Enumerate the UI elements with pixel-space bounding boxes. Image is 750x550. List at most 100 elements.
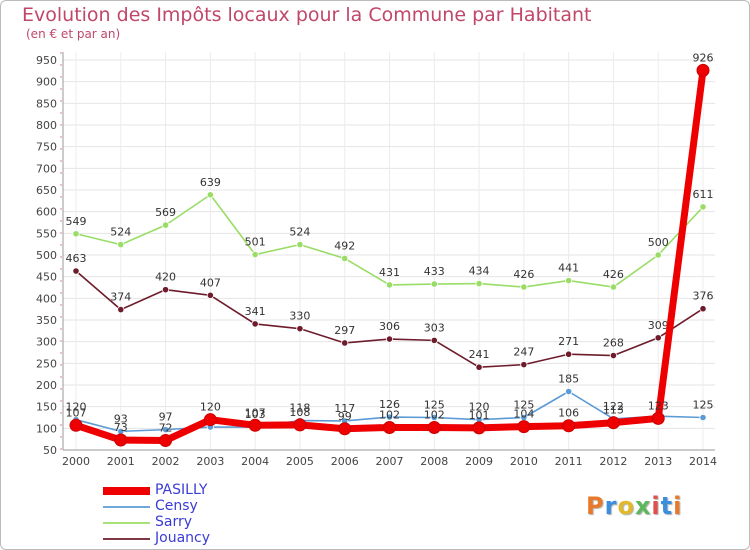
data-point-censy <box>565 387 573 396</box>
data-label-jouancy: 407 <box>200 276 221 289</box>
data-label-sarry: 431 <box>379 266 400 279</box>
x-tick-label: 2002 <box>152 455 180 468</box>
data-label-jouancy: 376 <box>693 290 714 303</box>
data-point-jouancy <box>699 305 707 313</box>
y-tick-label: 700 <box>36 162 57 175</box>
data-point-sarry <box>296 241 304 249</box>
data-label-sarry: 501 <box>245 236 266 249</box>
data-label-pasilly: 102 <box>424 408 445 421</box>
data-point-jouancy <box>565 350 573 358</box>
data-label-sarry: 569 <box>155 206 176 219</box>
y-tick-label: 200 <box>36 379 57 392</box>
data-label-pasilly: 72 <box>159 421 173 434</box>
data-point-pasilly <box>159 433 173 447</box>
x-tick-label: 2008 <box>420 455 448 468</box>
y-tick-label: 600 <box>36 206 57 219</box>
data-point-sarry <box>430 280 438 288</box>
logo-letter: r <box>604 492 618 520</box>
data-point-jouancy <box>520 361 528 369</box>
data-point-jouancy <box>385 335 394 343</box>
x-tick-label: 2014 <box>689 455 717 468</box>
legend-label-censy: Censy <box>155 498 198 514</box>
y-tick-label: 350 <box>36 314 57 327</box>
data-label-jouancy: 420 <box>155 271 176 284</box>
data-label-sarry: 500 <box>648 236 669 249</box>
data-point-jouancy <box>72 267 80 275</box>
data-label-pasilly: 926 <box>693 51 714 64</box>
data-label-jouancy: 247 <box>513 346 534 359</box>
data-point-pasilly <box>69 418 83 432</box>
data-point-censy <box>430 413 438 422</box>
x-tick-label: 2012 <box>599 455 627 468</box>
data-point-pasilly <box>606 416 620 430</box>
data-point-jouancy <box>475 363 483 371</box>
data-label-censy: 185 <box>558 373 579 386</box>
data-point-pasilly <box>114 433 128 447</box>
data-label-pasilly: 113 <box>603 404 624 417</box>
data-point-sarry <box>475 279 483 288</box>
data-label-censy: 93 <box>114 412 128 425</box>
data-label-censy: 118 <box>289 402 310 415</box>
data-point-pasilly <box>293 418 307 432</box>
data-point-sarry <box>72 230 80 238</box>
data-point-pasilly <box>338 422 352 436</box>
data-label-jouancy: 268 <box>603 337 624 350</box>
logo-letter: i <box>673 492 683 520</box>
data-label-pasilly: 123 <box>648 399 669 412</box>
data-label-pasilly: 99 <box>338 410 352 423</box>
data-label-censy: 126 <box>379 398 400 411</box>
proxiti-logo: Proxiti <box>586 492 682 520</box>
y-tick-label: 50 <box>43 444 57 457</box>
data-label-jouancy: 309 <box>648 319 669 332</box>
data-point-censy <box>385 413 394 421</box>
y-tick-label: 300 <box>36 336 57 349</box>
y-tick-label: 450 <box>36 271 57 284</box>
data-point-jouancy <box>296 325 304 333</box>
data-point-jouancy <box>654 334 662 342</box>
logo-letter: x <box>634 492 652 520</box>
data-label-pasilly: 101 <box>469 409 490 422</box>
data-point-sarry <box>699 203 707 211</box>
y-tick-label: 550 <box>36 227 57 240</box>
data-point-pasilly <box>562 419 576 433</box>
data-label-jouancy: 241 <box>469 348 490 361</box>
x-tick-label: 2011 <box>555 455 583 468</box>
x-tick-label: 2009 <box>465 455 493 468</box>
data-label-sarry: 433 <box>424 265 445 278</box>
data-point-pasilly <box>651 411 665 425</box>
data-point-pasilly <box>203 413 217 427</box>
data-point-jouancy <box>609 351 618 360</box>
data-point-sarry <box>565 276 573 285</box>
data-point-pasilly <box>383 420 396 434</box>
x-tick-label: 2001 <box>107 455 135 468</box>
data-label-censy: 122 <box>603 400 624 413</box>
y-tick-label: 750 <box>36 141 57 154</box>
data-point-sarry <box>609 283 618 291</box>
y-tick-label: 800 <box>36 119 57 132</box>
data-label-pasilly: 104 <box>513 408 534 421</box>
y-tick-label: 100 <box>36 422 57 435</box>
logo-letter: P <box>586 492 605 520</box>
x-tick-label: 2003 <box>196 455 224 468</box>
data-label-censy: 125 <box>424 399 445 412</box>
data-label-censy: 120 <box>469 401 490 414</box>
y-tick-label: 650 <box>36 184 57 197</box>
data-label-jouancy: 341 <box>245 305 266 318</box>
y-tick-label: 950 <box>36 54 57 67</box>
data-label-sarry: 426 <box>603 268 624 281</box>
data-label-sarry: 639 <box>200 176 221 189</box>
data-point-censy <box>699 413 707 422</box>
chart-title: Evolution des Impôts locaux pour la Comm… <box>22 4 592 26</box>
x-tick-label: 2004 <box>241 455 269 468</box>
data-label-censy: 97 <box>159 411 173 424</box>
y-tick-label: 250 <box>36 357 57 370</box>
data-label-jouancy: 303 <box>424 321 445 334</box>
legend-label-pasilly: PASILLY <box>155 482 208 498</box>
data-label-pasilly: 108 <box>289 406 310 419</box>
data-point-sarry <box>251 250 259 259</box>
data-label-pasilly: 107 <box>66 406 87 419</box>
data-point-sarry <box>520 283 528 291</box>
data-label-sarry: 524 <box>110 226 131 239</box>
data-point-jouancy <box>161 286 170 294</box>
